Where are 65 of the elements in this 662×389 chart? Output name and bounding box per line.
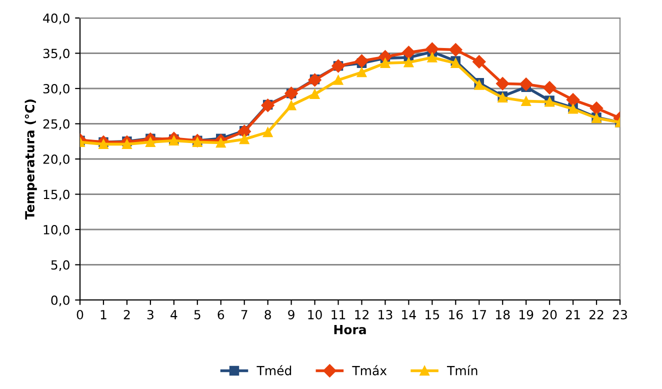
x-tick-label: 15 — [426, 310, 440, 320]
point — [427, 52, 438, 62]
point — [216, 138, 226, 148]
x-tick-label: 1 — [100, 310, 106, 320]
point — [262, 127, 273, 138]
point — [356, 67, 367, 78]
point — [239, 134, 250, 144]
x-tick-label: 23 — [612, 310, 627, 320]
point — [496, 76, 510, 90]
point — [402, 46, 416, 60]
y-tick-label: 0,0 — [51, 295, 70, 306]
legend-label: Tmín — [447, 365, 478, 376]
point — [238, 124, 251, 138]
point — [146, 137, 156, 147]
x-tick-label: 8 — [264, 310, 271, 320]
x-tick-label: 18 — [496, 310, 510, 320]
y-tick-label: 20,0 — [43, 154, 70, 166]
x-tick-label: 12 — [355, 310, 368, 320]
point — [380, 58, 390, 68]
point — [98, 139, 108, 150]
point — [542, 81, 556, 94]
x-tick-label: 16 — [449, 310, 463, 320]
x-tick-label: 10 — [308, 310, 322, 320]
point — [404, 58, 414, 68]
x-tick-label: 2 — [124, 310, 130, 320]
x-tick-label: 0 — [76, 310, 84, 320]
point — [355, 54, 368, 68]
y-tick-label: 15,0 — [44, 190, 70, 200]
point — [566, 93, 580, 106]
y-tick-label: 10,0 — [44, 224, 70, 236]
point — [472, 55, 486, 68]
y-tick-label: 40,0 — [43, 13, 70, 24]
y-axis-title: Temperatura (°C) — [24, 100, 37, 220]
point — [449, 43, 462, 56]
x-tick-label: 11 — [332, 310, 346, 320]
x-tick-label: 7 — [241, 310, 248, 320]
point — [122, 139, 132, 150]
point — [308, 73, 322, 87]
x-tick-label: 3 — [147, 310, 154, 320]
x-tick-label: 20 — [542, 310, 557, 320]
x-tick-label: 9 — [288, 310, 294, 320]
legend-label: Tméd — [256, 365, 292, 376]
x-tick-label: 17 — [472, 310, 486, 320]
y-tick-label: 30,0 — [43, 84, 70, 95]
point — [426, 42, 439, 56]
y-tick-label: 25,0 — [43, 119, 70, 130]
point — [333, 75, 344, 85]
point — [286, 100, 296, 110]
y-tick-label: 5,0 — [51, 260, 70, 271]
point — [590, 102, 604, 115]
x-tick-label: 22 — [589, 310, 604, 320]
y-tick-label: 35,0 — [43, 48, 70, 60]
x-tick-label: 14 — [402, 310, 416, 320]
x-tick-label: 21 — [566, 310, 580, 320]
point — [520, 78, 533, 91]
x-tick-label: 13 — [378, 310, 392, 320]
x-tick-label: 19 — [520, 310, 534, 320]
x-tick-label: 5 — [194, 310, 200, 320]
point — [521, 96, 531, 106]
point — [261, 98, 274, 112]
x-tick-label: 4 — [170, 310, 178, 320]
legend-label: Tmáx — [352, 365, 387, 376]
x-axis-title: Hora — [334, 324, 366, 334]
x-tick-label: 6 — [218, 310, 224, 320]
point — [310, 89, 320, 99]
